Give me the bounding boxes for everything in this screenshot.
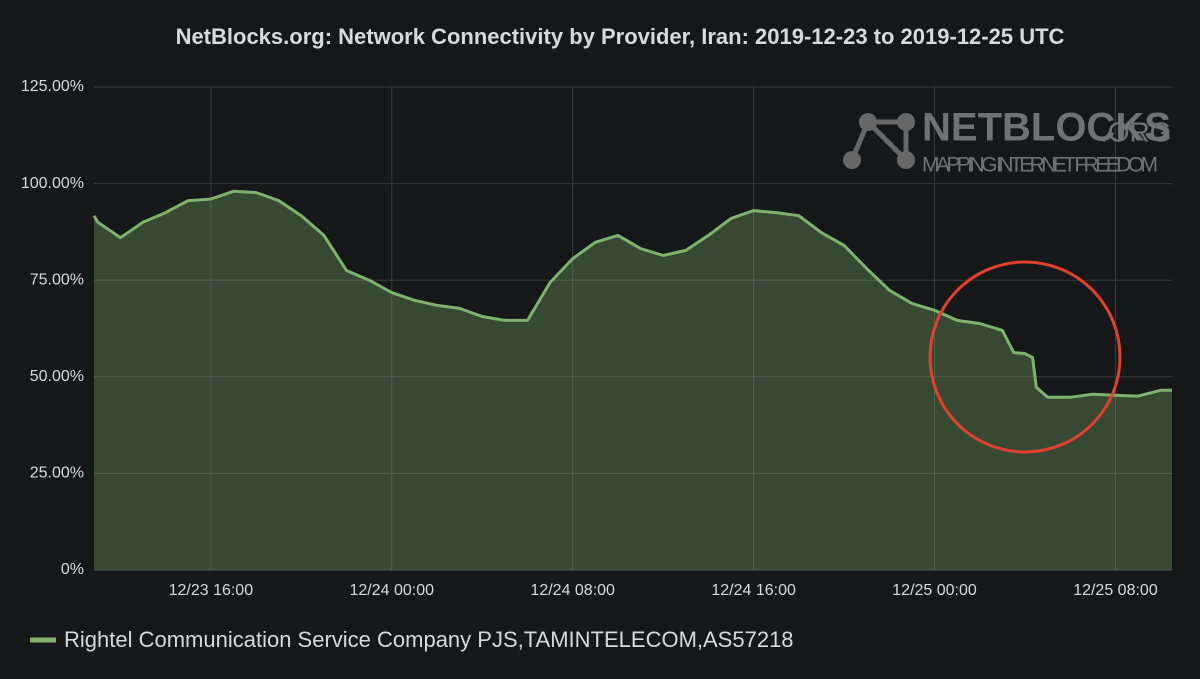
x-tick-label: 12/24 08:00	[530, 582, 615, 599]
x-tick-label: 12/25 00:00	[892, 582, 977, 599]
logo-suffix: .ORG	[1100, 116, 1172, 147]
series-line	[92, 189, 1172, 399]
plot-area	[92, 189, 1172, 571]
y-tick-label: 125.00%	[21, 78, 84, 95]
logo: NETBLOCKS .ORG MAPPING INTERNET FREEDOM	[843, 106, 1172, 177]
y-tick-label: 0%	[61, 561, 84, 578]
chart-title: NetBlocks.org: Network Connectivity by P…	[176, 24, 1065, 49]
legend-label: Rightel Communication Service Company PJ…	[64, 627, 794, 652]
x-tick-label: 12/24 16:00	[711, 582, 796, 599]
highlight-circle	[928, 260, 1122, 454]
y-tick-label: 75.00%	[30, 271, 84, 288]
x-tick-label: 12/23 16:00	[169, 582, 254, 599]
x-tick-label: 12/24 00:00	[350, 582, 435, 599]
y-tick-label: 50.00%	[30, 368, 84, 385]
logo-tagline: MAPPING INTERNET FREEDOM	[922, 154, 1158, 177]
area-fill	[94, 191, 1172, 571]
y-tick-label: 100.00%	[21, 175, 84, 192]
x-tick-label: 12/25 08:00	[1073, 582, 1158, 599]
logo-name: NETBLOCKS	[922, 106, 1171, 150]
y-tick-label: 25.00%	[30, 465, 84, 482]
logo-dots	[843, 113, 915, 169]
